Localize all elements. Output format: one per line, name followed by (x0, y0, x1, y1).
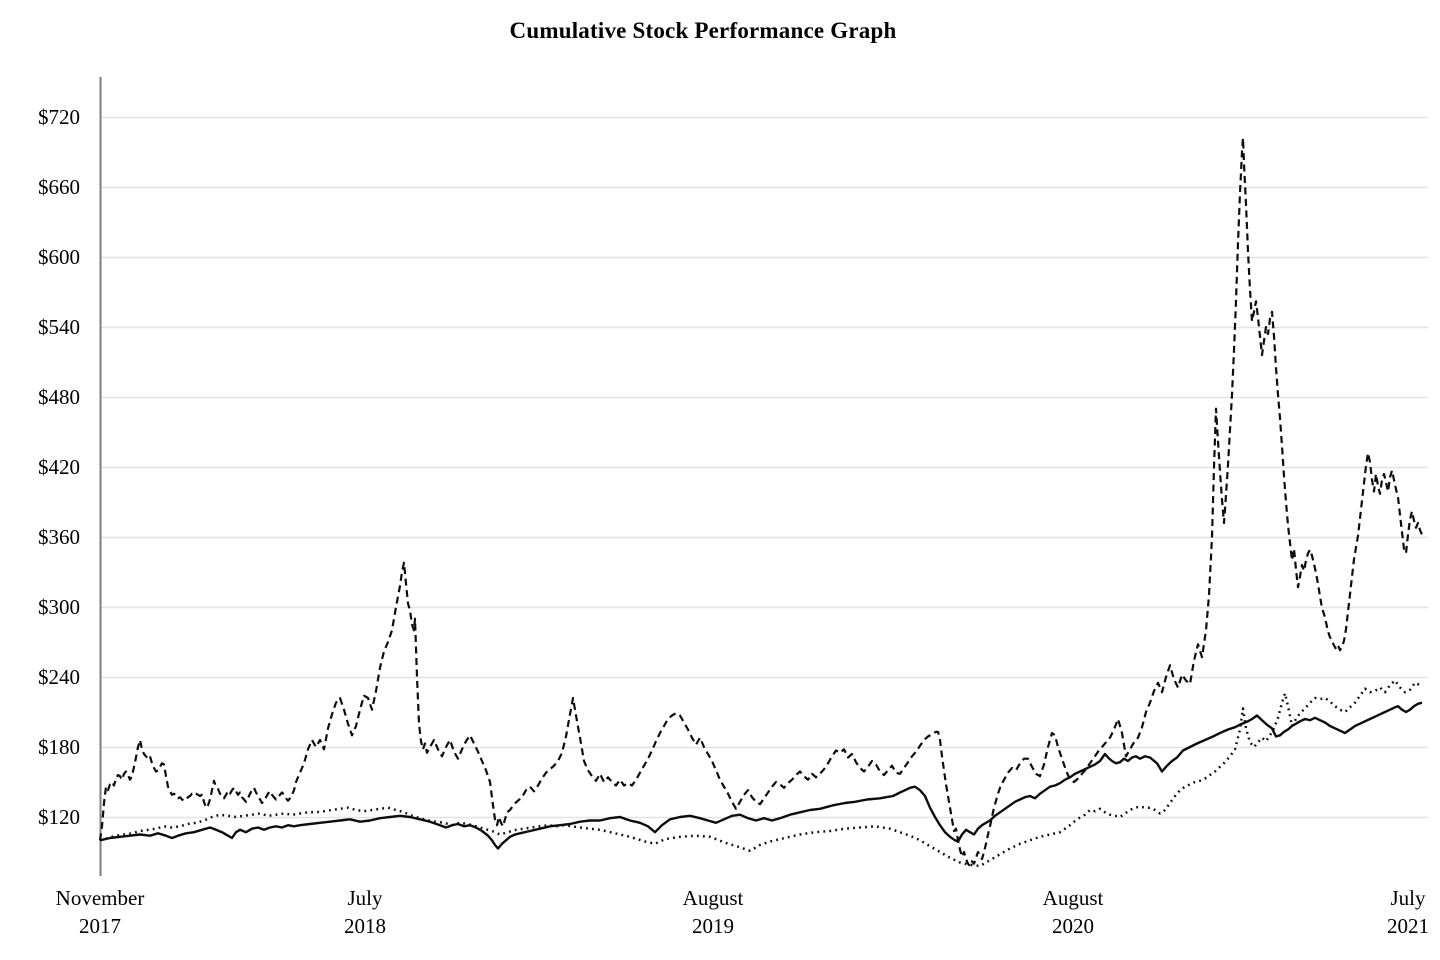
y-axis-tick-labels: $720 $660 $600 $540 $480 $420 $360 $300 $240 $180… (38, 105, 80, 829)
y-tick-label-300: $300 (38, 595, 80, 619)
x-tick-month-2: August (683, 886, 744, 910)
y-tick-label-120: $120 (38, 805, 80, 829)
y-tick-label-720: $720 (38, 105, 80, 129)
y-tick-label-480: $480 (38, 385, 80, 409)
dotted-series-line (99, 679, 1423, 868)
x-tick-year-0: 2017 (79, 914, 121, 938)
solid-series-line (99, 701, 1423, 850)
chart-title: Cumulative Stock Performance Graph (509, 18, 897, 43)
x-tick-year-4: 2021 (1387, 914, 1429, 938)
y-tick-label-540: $540 (38, 315, 80, 339)
y-tick-label-600: $600 (38, 245, 80, 269)
x-tick-month-0: November (56, 886, 145, 910)
x-tick-month-1: July (347, 886, 383, 910)
x-tick-month-4: July (1390, 886, 1426, 910)
y-tick-label-420: $420 (38, 455, 80, 479)
x-tick-month-3: August (1043, 886, 1104, 910)
x-axis-tick-labels: November 2017 July 2018 August 2019 August 2020… (56, 886, 1429, 938)
data-series (98, 136, 1424, 868)
y-tick-label-360: $360 (38, 525, 80, 549)
dashed-series-line (98, 136, 1424, 868)
x-tick-year-2: 2019 (692, 914, 734, 938)
y-tick-label-660: $660 (38, 175, 80, 199)
y-tick-label-180: $180 (38, 735, 80, 759)
x-tick-year-1: 2018 (344, 914, 386, 938)
y-tick-label-240: $240 (38, 665, 80, 689)
x-tick-year-3: 2020 (1052, 914, 1094, 938)
